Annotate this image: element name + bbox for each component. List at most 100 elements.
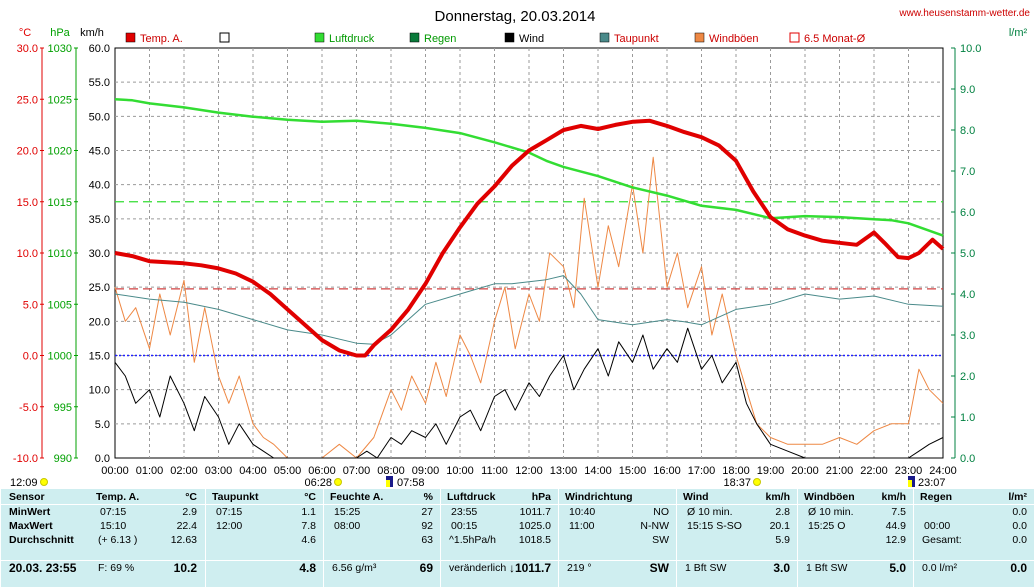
min-value: NO <box>653 506 669 518</box>
current-note: 6.56 g/m³ <box>332 562 377 574</box>
column-unit: km/h <box>881 491 906 503</box>
x-tick-label: 07:00 <box>343 465 371 477</box>
max-time: 00:00 <box>924 520 951 532</box>
legend: Temp. A. Luftdruck Regen Wind Taupunkt Windbö… <box>125 32 866 45</box>
current-note: 1 Bft SW <box>806 562 848 574</box>
legend-swatch <box>789 32 800 43</box>
avg-value: 12.63 <box>170 534 197 546</box>
current-value: 0.0 <box>1010 561 1027 575</box>
pressure-tick-label: 1025 <box>48 94 72 106</box>
current-value: 5.0 <box>889 561 906 575</box>
current-value: SW <box>649 561 669 575</box>
rain-tick-label: 1.0 <box>960 412 975 424</box>
row-labels: Sensor MinWert MaxWert Durchschnitt 20.0… <box>0 489 91 587</box>
min-time: 10:40 <box>569 506 596 518</box>
avg-value: 12.9 <box>885 534 906 546</box>
current-value: ↓1011.7 <box>508 561 551 575</box>
legend-label: Windböen <box>709 33 759 45</box>
wind-tick-label: 40.0 <box>89 180 110 192</box>
stats-column-druck: Luftdruck hPa 23:55 1011.7 00:15 1025.0 ^1.5hP… <box>440 489 559 587</box>
max-time: 15:10 <box>100 520 127 532</box>
series-line-temp-a- <box>114 118 945 358</box>
stats-column-wind: Wind km/h Ø 10 min. 2.8 15:15 S-SO 20.1 5.9 1 B… <box>676 489 798 587</box>
min-value: 2.8 <box>775 506 790 518</box>
series-line-windb-en <box>114 156 944 459</box>
x-tick-label: 03:00 <box>205 465 233 477</box>
rain-tick-label: 6.0 <box>960 207 975 219</box>
avg-note: ^1.5hPa/h <box>449 534 496 546</box>
event-markers: 12:09 06:28 07:58 18:37 23:07 <box>10 476 946 489</box>
min-time: 23:55 <box>451 506 478 518</box>
temp-tick-label: -5.0 <box>19 402 38 414</box>
max-time: 15:25 O <box>808 520 846 532</box>
wind-tick-label: 25.0 <box>89 282 110 294</box>
column-header: Taupunkt <box>212 491 259 503</box>
legend-swatch <box>219 32 230 43</box>
pressure-tick-label: 995 <box>54 402 72 414</box>
x-tick-label: 00:00 <box>101 465 129 477</box>
max-time: 15:15 S-SO <box>687 520 742 532</box>
temp-tick-label: 20.0 <box>17 146 38 158</box>
column-unit: km/h <box>765 491 790 503</box>
x-tick-label: 15:00 <box>619 465 647 477</box>
stats-column-feucht: Feuchte A.% 15:25 27 08:00 92 63 6.56 g/m³ 69 <box>323 489 441 587</box>
stats-column-richtung: Windrichtung 10:40 NO 11:00 N-NW SW 219 ° SW <box>558 489 677 587</box>
pressure-tick-label: 1015 <box>48 197 72 209</box>
sun-icon <box>40 478 48 486</box>
reference-lines <box>115 201 943 357</box>
max-time: 08:00 <box>334 520 361 532</box>
x-tick-label: 10:00 <box>446 465 474 477</box>
max-time: 12:00 <box>216 520 243 532</box>
current-value: 10.2 <box>173 561 197 575</box>
current-value: 3.0 <box>773 561 790 575</box>
column-unit: °C <box>185 491 197 503</box>
avg-value: 1018.5 <box>518 534 551 546</box>
wind-tick-label: 20.0 <box>89 316 110 328</box>
column-header: Windböen <box>804 491 855 503</box>
current-note: F: 69 % <box>98 562 135 574</box>
current-value: 4.8 <box>299 561 316 575</box>
max-value: 1025.0 <box>518 520 551 532</box>
rain-tick-label: 9.0 <box>960 84 975 96</box>
column-unit: hPa <box>531 491 551 503</box>
x-tick-label: 12:00 <box>515 465 543 477</box>
x-tick-label: 08:00 <box>377 465 405 477</box>
event-time-label: 07:58 <box>397 477 425 489</box>
pressure-tick-label: 1010 <box>48 248 72 260</box>
x-tick-label: 09:00 <box>412 465 440 477</box>
series-line-taupunkt <box>114 275 944 345</box>
wind-tick-label: 15.0 <box>89 351 110 363</box>
x-tick-label: 22:00 <box>860 465 888 477</box>
max-value: N-NW <box>640 520 669 532</box>
pressure-tick-label: 1005 <box>48 299 72 311</box>
wind-tick-label: 10.0 <box>89 385 110 397</box>
max-value: 20.1 <box>769 520 790 532</box>
legend-swatch <box>409 32 420 43</box>
rain-tick-label: 4.0 <box>960 289 975 301</box>
stats-column-regen: Regen l/m² 0.0 00:00 0.0 Gesamt: 0.0 0.0 l/m² 0.… <box>913 489 1034 587</box>
wind-tick-label: 45.0 <box>89 146 110 158</box>
pressure-tick-label: 1020 <box>48 146 72 158</box>
avg-value: 5.9 <box>775 534 790 546</box>
avg-value: 0.0 <box>1012 534 1027 546</box>
event-time-label: 12:09 <box>10 477 38 489</box>
column-unit: % <box>423 491 433 503</box>
source-url[interactable]: www.heusenstamm-wetter.de <box>898 8 1030 19</box>
rain-tick-label: 0.0 <box>960 453 975 465</box>
column-header: Temp. A. <box>96 491 140 503</box>
moon-icon-fill <box>386 480 390 487</box>
max-value: 7.8 <box>301 520 316 532</box>
legend-swatch <box>599 32 610 43</box>
moon-icon-fill <box>908 480 912 487</box>
max-value: 22.4 <box>176 520 197 532</box>
chart-title: Donnerstag, 20.03.2014 <box>435 8 596 25</box>
temp-tick-label: 0.0 <box>23 351 38 363</box>
rain-tick-label: 2.0 <box>960 371 975 383</box>
x-tick-label: 20:00 <box>791 465 819 477</box>
row-label-avg: Durchschnitt <box>9 534 74 546</box>
min-value: 7.5 <box>891 506 906 518</box>
min-time: 07:15 <box>100 506 127 518</box>
avg-note: Gesamt: <box>922 534 962 546</box>
legend-swatch <box>504 32 515 43</box>
min-value: 27 <box>421 506 433 518</box>
